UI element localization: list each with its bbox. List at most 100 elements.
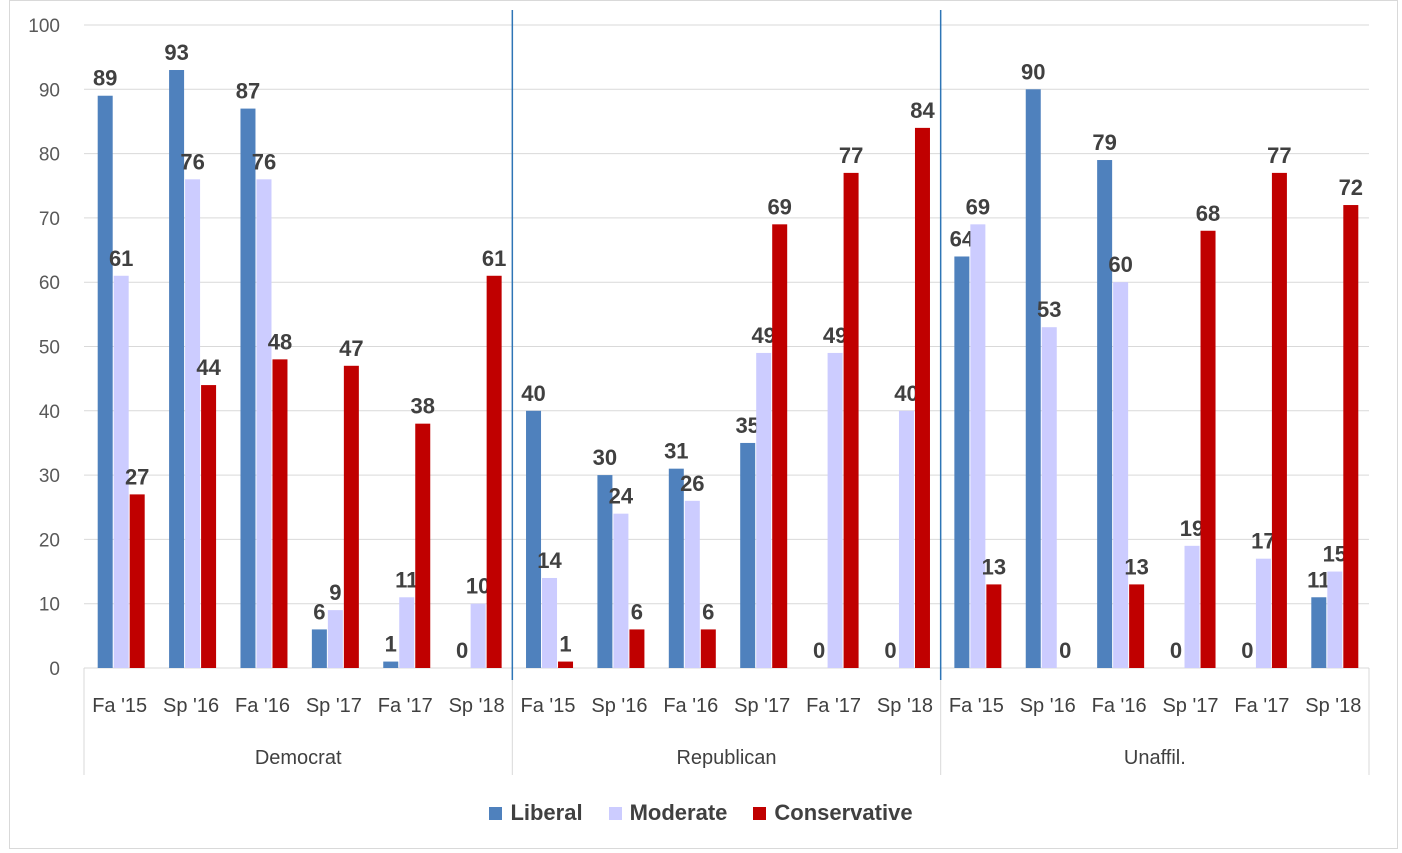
group-label: Republican: [676, 747, 776, 769]
x-tick-label: Sp '18: [1305, 695, 1361, 717]
x-tick-label: Fa '17: [806, 695, 861, 717]
bar-liberal: [311, 629, 327, 668]
bar-moderate: [113, 275, 129, 668]
data-label: 1: [559, 632, 571, 657]
x-tick-label: Sp '18: [449, 695, 505, 717]
data-label: 11: [395, 567, 418, 592]
data-label: 13: [1124, 554, 1148, 579]
data-label: 0: [1170, 638, 1182, 663]
x-tick-label: Fa '16: [663, 695, 718, 717]
bar-moderate: [256, 179, 272, 668]
data-label: 0: [813, 638, 825, 663]
x-tick-label: Sp '16: [163, 695, 219, 717]
data-label: 35: [735, 413, 759, 438]
bar-liberal: [383, 661, 399, 668]
bar-moderate: [327, 610, 343, 668]
data-label: 9: [329, 580, 341, 605]
data-label: 84: [910, 98, 935, 123]
data-label: 26: [680, 471, 704, 496]
y-tick-label: 30: [39, 466, 60, 487]
legend-item-moderate: Moderate: [608, 800, 727, 826]
data-label: 61: [109, 246, 133, 271]
data-label: 0: [1241, 638, 1253, 663]
y-tick-label: 40: [39, 402, 60, 423]
legend-label-conservative: Conservative: [774, 800, 913, 825]
bar-liberal: [1311, 597, 1327, 668]
bar-conservative: [343, 365, 359, 668]
bar-conservative: [486, 275, 502, 668]
x-tick-label: Sp '17: [734, 695, 790, 717]
legend-swatch-conservative: [753, 806, 767, 820]
x-tick-label: Sp '17: [306, 695, 362, 717]
bar-conservative: [558, 661, 574, 668]
y-tick-label: 60: [39, 273, 60, 294]
data-label: 15: [1323, 542, 1347, 567]
bar-moderate: [898, 410, 914, 668]
data-label: 87: [236, 79, 260, 104]
y-tick-label: 50: [39, 338, 60, 359]
bar-conservative: [201, 385, 217, 668]
bar-moderate: [613, 513, 629, 668]
y-tick-label: 70: [39, 209, 60, 230]
bar-conservative: [1129, 584, 1145, 668]
bar-liberal: [1025, 89, 1041, 669]
group-label: Democrat: [255, 747, 342, 769]
data-label: 72: [1339, 175, 1363, 200]
x-tick-label: Sp '18: [877, 695, 933, 717]
bar-moderate: [1184, 545, 1200, 668]
bar-conservative: [415, 423, 431, 668]
bar-liberal: [954, 256, 970, 668]
x-tick-label: Fa '15: [949, 695, 1004, 717]
bar-conservative: [1200, 230, 1216, 668]
data-label: 6: [631, 599, 643, 624]
group-label: Unaffil.: [1124, 747, 1186, 769]
bar-conservative: [1343, 205, 1359, 669]
legend-item-liberal: Liberal: [489, 800, 583, 826]
data-label: 44: [196, 355, 221, 380]
x-tick-label: Fa '16: [1092, 695, 1147, 717]
bar-moderate: [185, 179, 201, 668]
bar-moderate: [1327, 571, 1343, 668]
bar-moderate: [756, 352, 772, 668]
data-label: 77: [839, 143, 863, 168]
data-label: 6: [313, 599, 325, 624]
x-tick-label: Fa '17: [1234, 695, 1289, 717]
data-label: 30: [593, 445, 617, 470]
bar-conservative: [700, 629, 716, 668]
data-label: 68: [1196, 201, 1220, 226]
data-label: 31: [664, 439, 688, 464]
y-tick-label: 20: [39, 530, 60, 551]
bar-liberal: [526, 410, 542, 668]
data-label: 1: [385, 632, 397, 657]
data-label: 47: [339, 336, 363, 361]
y-tick-label: 100: [28, 16, 60, 37]
data-label: 38: [411, 394, 435, 419]
data-label: 90: [1021, 59, 1045, 84]
data-label: 6: [702, 599, 714, 624]
bar-conservative: [1271, 172, 1287, 668]
data-label: 77: [1267, 143, 1291, 168]
data-label: 49: [751, 323, 775, 348]
data-label: 69: [767, 194, 791, 219]
data-label: 60: [1108, 252, 1132, 277]
x-tick-label: Sp '16: [1020, 695, 1076, 717]
bar-liberal: [740, 442, 756, 668]
bar-moderate: [1255, 558, 1271, 668]
legend-item-conservative: Conservative: [753, 800, 913, 826]
data-label: 0: [884, 638, 896, 663]
bar-moderate: [1113, 282, 1129, 668]
bar-conservative: [986, 584, 1002, 668]
legend-swatch-moderate: [608, 806, 622, 820]
data-label: 61: [482, 246, 506, 271]
data-label: 49: [823, 323, 847, 348]
bar-conservative: [843, 172, 859, 668]
bar-moderate: [1041, 327, 1057, 668]
x-tick-label: Fa '17: [378, 695, 433, 717]
bar-liberal: [1097, 160, 1113, 668]
bar-conservative: [129, 494, 145, 668]
bar-liberal: [597, 475, 613, 668]
data-label: 93: [164, 40, 188, 65]
data-label: 0: [456, 638, 468, 663]
data-label: 40: [894, 381, 918, 406]
bar-liberal: [668, 468, 684, 668]
